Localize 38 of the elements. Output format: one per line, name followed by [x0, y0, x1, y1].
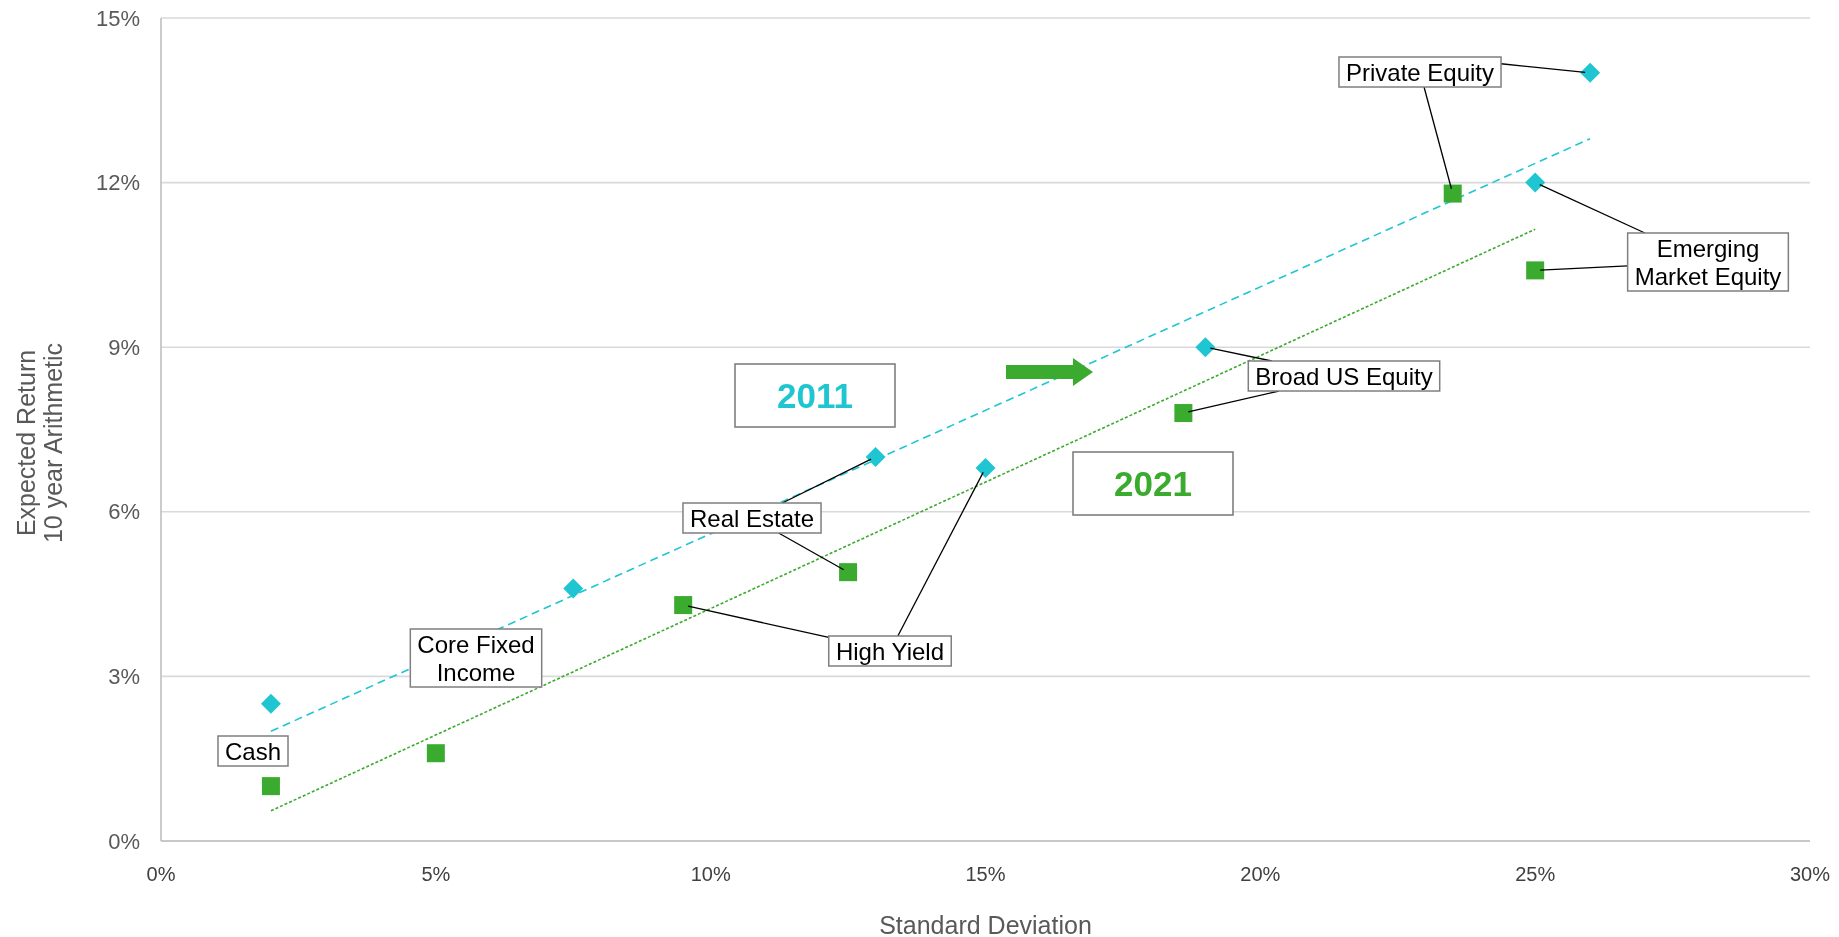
annotation: Private Equity — [1345, 58, 1495, 86]
point — [975, 457, 996, 478]
series-label: 2011 — [777, 375, 853, 415]
point — [1443, 184, 1462, 203]
point — [563, 578, 584, 599]
point — [261, 777, 280, 796]
annotation: Cash — [224, 737, 282, 765]
y-tick-label: 0% — [108, 828, 140, 854]
annotation: Core Fixed Income — [417, 630, 535, 686]
point — [865, 446, 886, 467]
x-tick-label: 25% — [1515, 863, 1556, 885]
x-tick-label: 20% — [1240, 863, 1281, 885]
point — [260, 693, 281, 714]
annotation: Real Estate — [689, 504, 815, 532]
x-tick-label: 0% — [146, 863, 176, 885]
point — [1526, 261, 1545, 280]
x-tick-label: 5% — [421, 863, 451, 885]
y-tick-label: 9% — [108, 334, 140, 360]
y-tick-label: 12% — [95, 170, 140, 196]
series-label: 2021 — [1114, 463, 1192, 503]
y-tick-label: 15% — [95, 5, 140, 31]
x-tick-label: 30% — [1789, 863, 1831, 885]
point — [1580, 62, 1601, 83]
y-tick-label: 3% — [108, 663, 140, 689]
point — [674, 596, 693, 615]
annotation: Broad US Equity — [1255, 362, 1433, 390]
point — [426, 744, 445, 763]
annotation: High Yield — [835, 637, 945, 665]
x-axis-title: Standard Deviation — [879, 911, 1092, 937]
point — [839, 563, 858, 582]
y-tick-label: 6% — [108, 499, 140, 525]
x-tick-label: 15% — [965, 863, 1006, 885]
x-tick-label: 10% — [690, 863, 731, 885]
y-axis-title: Expected Return 10 year Arithmetic — [12, 342, 67, 544]
point — [1174, 404, 1193, 423]
point — [1525, 172, 1546, 193]
point — [1195, 337, 1216, 358]
annotation: Emerging Market Equity — [1634, 234, 1782, 290]
